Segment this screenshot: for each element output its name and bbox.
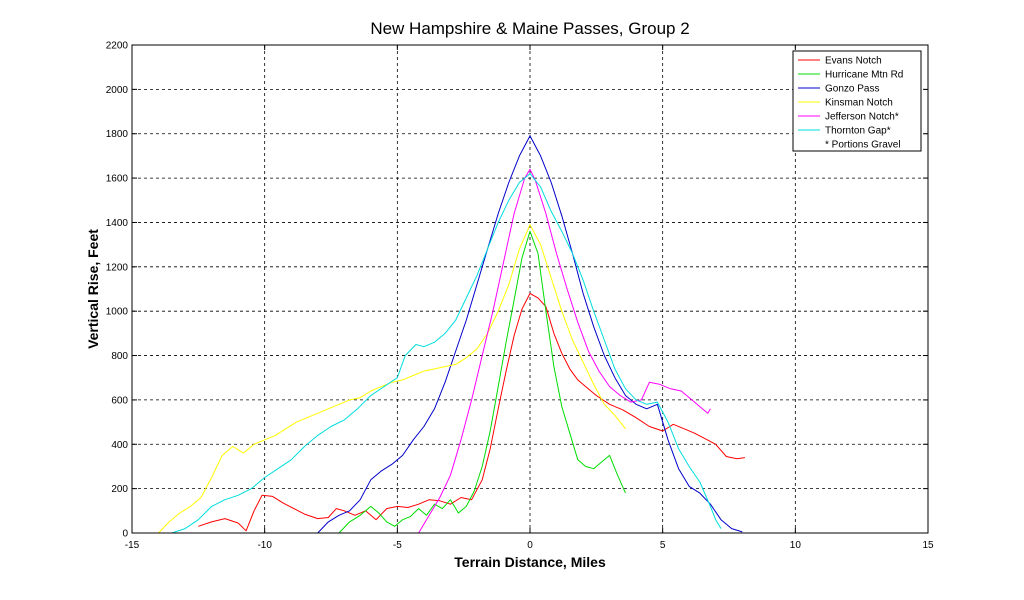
legend: Evans Notch Hurricane Mtn Rd Gonzo Pass Kin… — [792, 50, 922, 152]
x-tick-label: 10 — [790, 540, 802, 551]
legend-label-gonzo-pass: Gonzo Pass — [825, 84, 879, 95]
legend-note: * Portions Gravel — [825, 140, 901, 151]
x-tick-label: 15 — [922, 540, 934, 551]
legend-label-jefferson-notch: Jefferson Notch* — [825, 112, 899, 123]
series-line-hurricane-mtn-rd — [338, 230, 626, 534]
y-tick-label: 1000 — [106, 307, 129, 318]
x-axis-label: Terrain Distance, Miles — [454, 554, 606, 570]
y-tick-label: 1800 — [106, 129, 129, 140]
y-tick-label: 0 — [122, 529, 128, 540]
x-tick-label: -15 — [125, 540, 140, 551]
y-tick-label: 1400 — [106, 218, 129, 229]
y-axis-label: Vertical Rise, Feet — [85, 229, 101, 349]
series-line-thornton-gap — [171, 173, 722, 534]
y-tick-label: 2200 — [106, 41, 129, 52]
y-tick-label: 1200 — [106, 262, 129, 273]
legend-label-thornton-gap: Thornton Gap* — [825, 126, 891, 137]
y-tick-label: 2000 — [106, 85, 129, 96]
y-tick-label: 800 — [111, 351, 128, 362]
chart-title: New Hampshire & Maine Passes, Group 2 — [370, 19, 689, 38]
legend-box — [792, 50, 922, 152]
grid — [132, 45, 928, 533]
x-tick-label: -10 — [257, 540, 272, 551]
series-line-gonzo-pass — [317, 135, 743, 534]
series-line-jefferson-notch — [418, 168, 711, 534]
series-line-kinsman-notch — [158, 224, 626, 534]
x-tick-label: 0 — [527, 540, 533, 551]
y-tick-label: 400 — [111, 440, 128, 451]
series-lines — [158, 135, 745, 534]
y-tick-label: 1600 — [106, 174, 129, 185]
legend-label-kinsman-notch: Kinsman Notch — [825, 98, 893, 109]
y-tick-label: 600 — [111, 395, 128, 406]
legend-label-hurricane-mtn-rd: Hurricane Mtn Rd — [825, 70, 903, 81]
series-line-evans-notch — [198, 292, 745, 532]
ticks: -15 -10 -5 0 5 10 15 0 200 400 600 800 1000 1200 1400 1… — [106, 41, 934, 552]
x-tick-label: 5 — [660, 540, 666, 551]
legend-label-evans-notch: Evans Notch — [825, 56, 882, 67]
x-tick-label: -5 — [393, 540, 402, 551]
y-tick-label: 200 — [111, 484, 128, 495]
